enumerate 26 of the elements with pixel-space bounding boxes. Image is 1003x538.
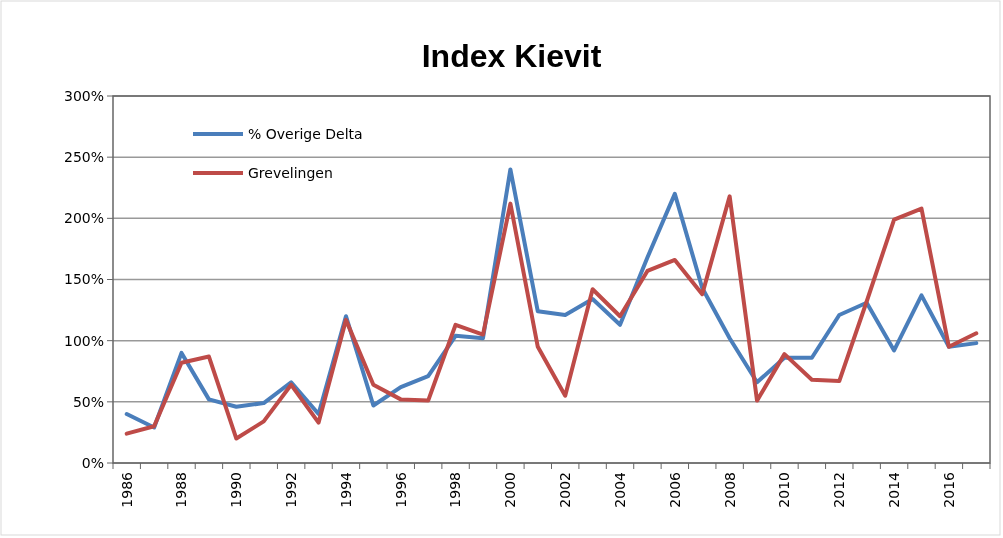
legend-label: % Overige Delta bbox=[248, 125, 363, 142]
x-tick-label: 1998 bbox=[447, 472, 464, 508]
y-tick-label: 200% bbox=[63, 210, 104, 227]
x-tick-label: 2000 bbox=[502, 472, 519, 508]
x-tick-label: 2014 bbox=[885, 471, 902, 508]
chart-title: Index Kievit bbox=[421, 38, 602, 74]
x-tick-label: 2016 bbox=[940, 471, 957, 508]
x-tick-label: 2004 bbox=[611, 471, 628, 508]
x-tick-label: 1986 bbox=[118, 471, 135, 508]
x-tick-label: 2008 bbox=[721, 472, 738, 508]
y-tick-label: 150% bbox=[63, 271, 104, 288]
y-tick-label: 300% bbox=[63, 87, 104, 104]
y-tick-label: 0% bbox=[81, 454, 104, 471]
legend-label: Grevelingen bbox=[248, 164, 333, 181]
x-tick-label: 1992 bbox=[283, 472, 300, 508]
x-tick-label: 1988 bbox=[173, 472, 190, 508]
x-tick-label: 2012 bbox=[831, 472, 848, 508]
x-tick-label: 1990 bbox=[228, 472, 245, 508]
y-tick-label: 50% bbox=[72, 393, 104, 410]
y-tick-label: 250% bbox=[63, 149, 104, 166]
x-tick-label: 1996 bbox=[392, 471, 409, 508]
x-tick-label: 2006 bbox=[666, 471, 683, 508]
y-tick-label: 100% bbox=[63, 332, 104, 349]
x-tick-label: 2002 bbox=[557, 472, 574, 508]
x-tick-label: 1994 bbox=[337, 471, 354, 508]
x-tick-label: 2010 bbox=[776, 472, 793, 508]
